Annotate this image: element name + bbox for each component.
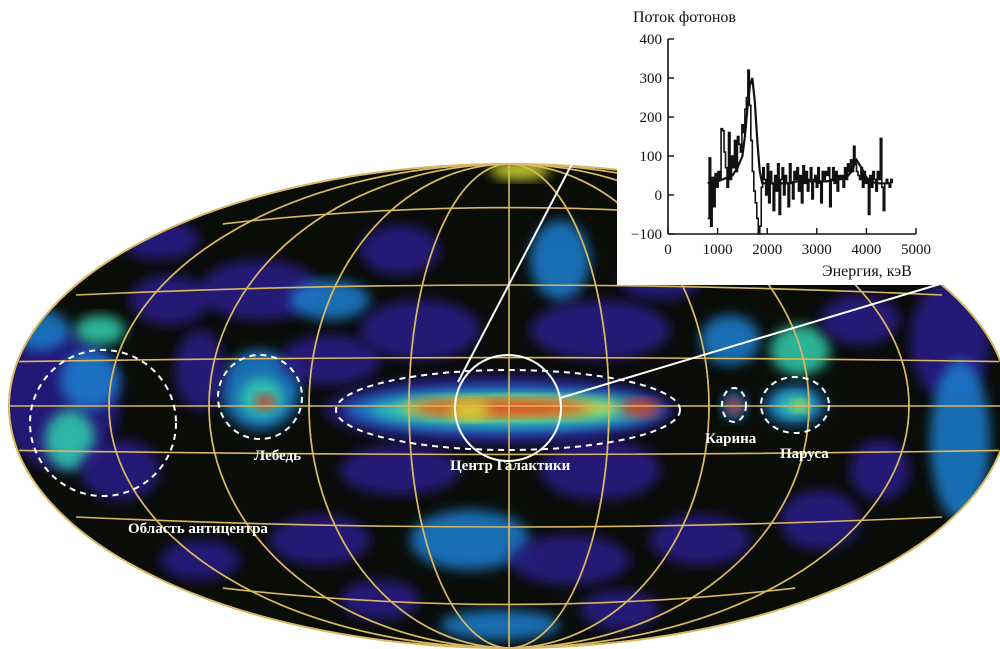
emission-blob xyxy=(340,445,460,495)
emission-blob xyxy=(80,440,160,500)
y-tick-label: 200 xyxy=(640,110,663,126)
x-axis-label: Энергия, кэВ xyxy=(822,263,912,280)
emission-blob xyxy=(530,220,590,300)
emission-blob xyxy=(580,590,660,630)
parallel-line xyxy=(19,356,999,363)
center-pointer xyxy=(454,157,961,462)
emission-blob xyxy=(270,515,370,565)
carina-outline xyxy=(721,387,747,423)
spectrum-inset: Поток фотонов Энергия, кэВ −100010020030… xyxy=(617,0,1000,285)
parallel-line xyxy=(75,516,943,528)
parallel-line xyxy=(222,587,796,606)
cygnus-outline xyxy=(217,354,303,440)
emission-blob xyxy=(255,394,275,410)
x-ticks: 0 1000 2000 3000 4000 5000 xyxy=(664,228,931,258)
y-axis-label: Поток фотонов xyxy=(633,9,736,26)
emission-layer xyxy=(9,164,990,640)
x-tick-label: 2000 xyxy=(752,242,782,258)
pointer-line-right xyxy=(559,277,961,399)
emission-blob xyxy=(930,360,990,520)
region-outlines xyxy=(29,349,830,497)
all-sky-map: Лебедь Центр Галактики Карина Паруса Обл… xyxy=(8,157,1000,649)
emission-blob xyxy=(75,315,125,345)
x-tick-label: 1000 xyxy=(703,242,733,258)
emission-blob xyxy=(510,535,630,585)
emission-blob xyxy=(120,220,200,260)
emission-blob xyxy=(650,515,750,565)
label-galactic-center: Центр Галактики xyxy=(450,458,571,474)
emission-blob xyxy=(280,335,380,385)
vela-outline xyxy=(760,376,830,434)
y-tick-label: 400 xyxy=(640,32,663,48)
y-tick-label: 0 xyxy=(655,188,663,204)
parallel-line xyxy=(19,449,999,456)
galactic-plane-outline xyxy=(335,369,681,451)
label-vela: Паруса xyxy=(780,446,829,462)
y-tick-label: 300 xyxy=(640,71,663,87)
inset-background xyxy=(617,0,1000,285)
x-tick-label: 3000 xyxy=(802,242,832,258)
label-cygnus: Лебедь xyxy=(254,448,301,464)
emission-blob xyxy=(60,350,120,410)
emission-blob xyxy=(780,490,860,550)
label-anticenter: Область антицентра xyxy=(128,521,268,537)
emission-blob xyxy=(175,330,225,410)
pointer-line-left xyxy=(457,157,576,383)
y-tick-label: 100 xyxy=(640,149,663,165)
emission-blob xyxy=(45,410,95,470)
y-ticks: −100 0 100 200 300 400 xyxy=(631,32,674,243)
emission-blob xyxy=(410,400,590,416)
emission-blob xyxy=(850,440,910,500)
model-spectrum-line xyxy=(707,77,892,185)
emission-blob xyxy=(10,310,70,350)
emission-blob xyxy=(450,400,490,420)
spectrum-series xyxy=(707,69,893,235)
emission-blob xyxy=(530,300,670,360)
emission-blob xyxy=(360,300,480,360)
emission-blob xyxy=(340,580,420,620)
label-carina: Карина xyxy=(705,431,757,447)
y-tick-label: −100 xyxy=(631,227,662,243)
coordinate-grid xyxy=(9,164,1000,648)
x-tick-label: 5000 xyxy=(901,242,931,258)
x-tick-label: 0 xyxy=(664,242,672,258)
center-circle xyxy=(454,354,562,462)
emission-blob xyxy=(620,399,660,417)
emission-blob xyxy=(200,260,320,320)
sky-map-outline xyxy=(8,163,1000,649)
emission-blob xyxy=(820,295,900,345)
x-tick-label: 4000 xyxy=(851,242,881,258)
emission-blob xyxy=(130,275,210,325)
anticenter-outline xyxy=(29,349,177,497)
emission-blob xyxy=(440,610,560,640)
emission-blob xyxy=(770,325,830,375)
emission-blob xyxy=(410,510,530,570)
emission-blob xyxy=(360,225,440,275)
